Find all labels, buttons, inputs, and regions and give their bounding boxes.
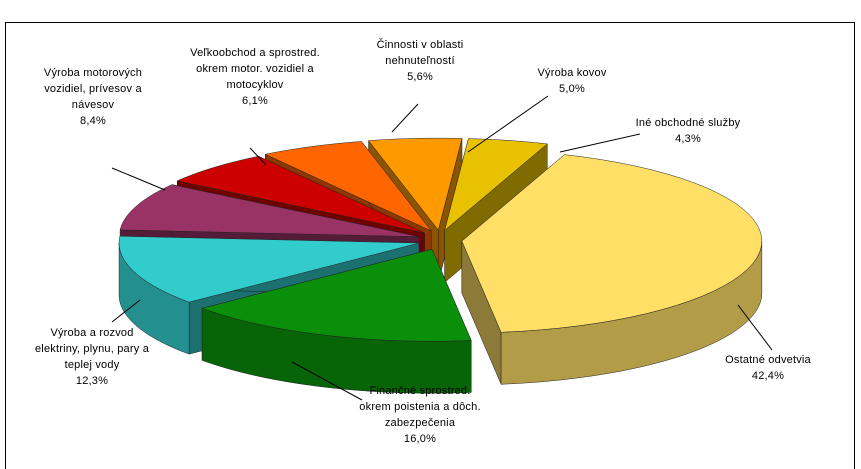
leader-line: [111, 167, 166, 191]
leader-line: [467, 95, 549, 153]
category-label: Výroba motorových vozidiel, prívesov a n…: [43, 67, 143, 111]
category-label: Činnosti v oblasti nehnuteľností: [376, 39, 464, 67]
value-label: 8,4%: [80, 115, 106, 127]
value-label: 16,0%: [403, 433, 437, 445]
data-label: Výroba motorových vozidiel, prívesov a n…: [44, 65, 142, 129]
leader-line: [111, 299, 141, 323]
category-label: Finančné sprostred. okrem poistenia a dô…: [359, 385, 481, 429]
category-label: Iné obchodné služby: [635, 117, 741, 129]
slice-top: [264, 141, 432, 232]
slice-top: [118, 235, 420, 303]
category-label: Výroba kovov: [537, 67, 607, 79]
category-label: Veľkoobchod a sprostred. okrem motor. vo…: [190, 47, 320, 91]
frame: [5, 22, 855, 469]
data-label: Výroba kovov 5,0%: [537, 65, 606, 97]
slice-top: [444, 138, 548, 232]
value-label: 5,0%: [559, 83, 585, 95]
leader-line: [249, 147, 267, 166]
data-label: Finančné sprostred. okrem poistenia a dô…: [359, 383, 480, 447]
value-label: 42,4%: [751, 370, 785, 382]
data-label: Veľkoobchod a sprostred. okrem motor. vo…: [190, 45, 320, 109]
data-label: Iné obchodné služby 4,3%: [636, 115, 741, 147]
leader-line: [559, 133, 641, 153]
slice-top: [176, 156, 425, 234]
pie-slice: [201, 248, 472, 394]
data-label: Ostatné odvetvia 42,4%: [725, 352, 811, 384]
value-label: 4,3%: [675, 133, 701, 145]
slice-top: [368, 137, 463, 231]
slice-top: [201, 248, 472, 342]
slice-top: [461, 154, 763, 333]
slice-top: [119, 184, 420, 237]
leader-line: [391, 103, 419, 133]
category-label: Výroba a rozvod elektriny, plynu, pary a…: [34, 327, 150, 371]
data-label: Výroba a rozvod elektriny, plynu, pary a…: [35, 325, 149, 389]
leader-line: [291, 361, 363, 401]
data-label: Činnosti v oblasti nehnuteľností 5,6%: [377, 37, 464, 85]
value-label: 6,1%: [242, 95, 268, 107]
value-label: 5,6%: [407, 71, 433, 83]
pie-slice: [461, 154, 763, 385]
value-label: 12,3%: [75, 375, 109, 387]
leader-line: [737, 304, 773, 351]
category-label: Ostatné odvetvia: [725, 354, 811, 366]
